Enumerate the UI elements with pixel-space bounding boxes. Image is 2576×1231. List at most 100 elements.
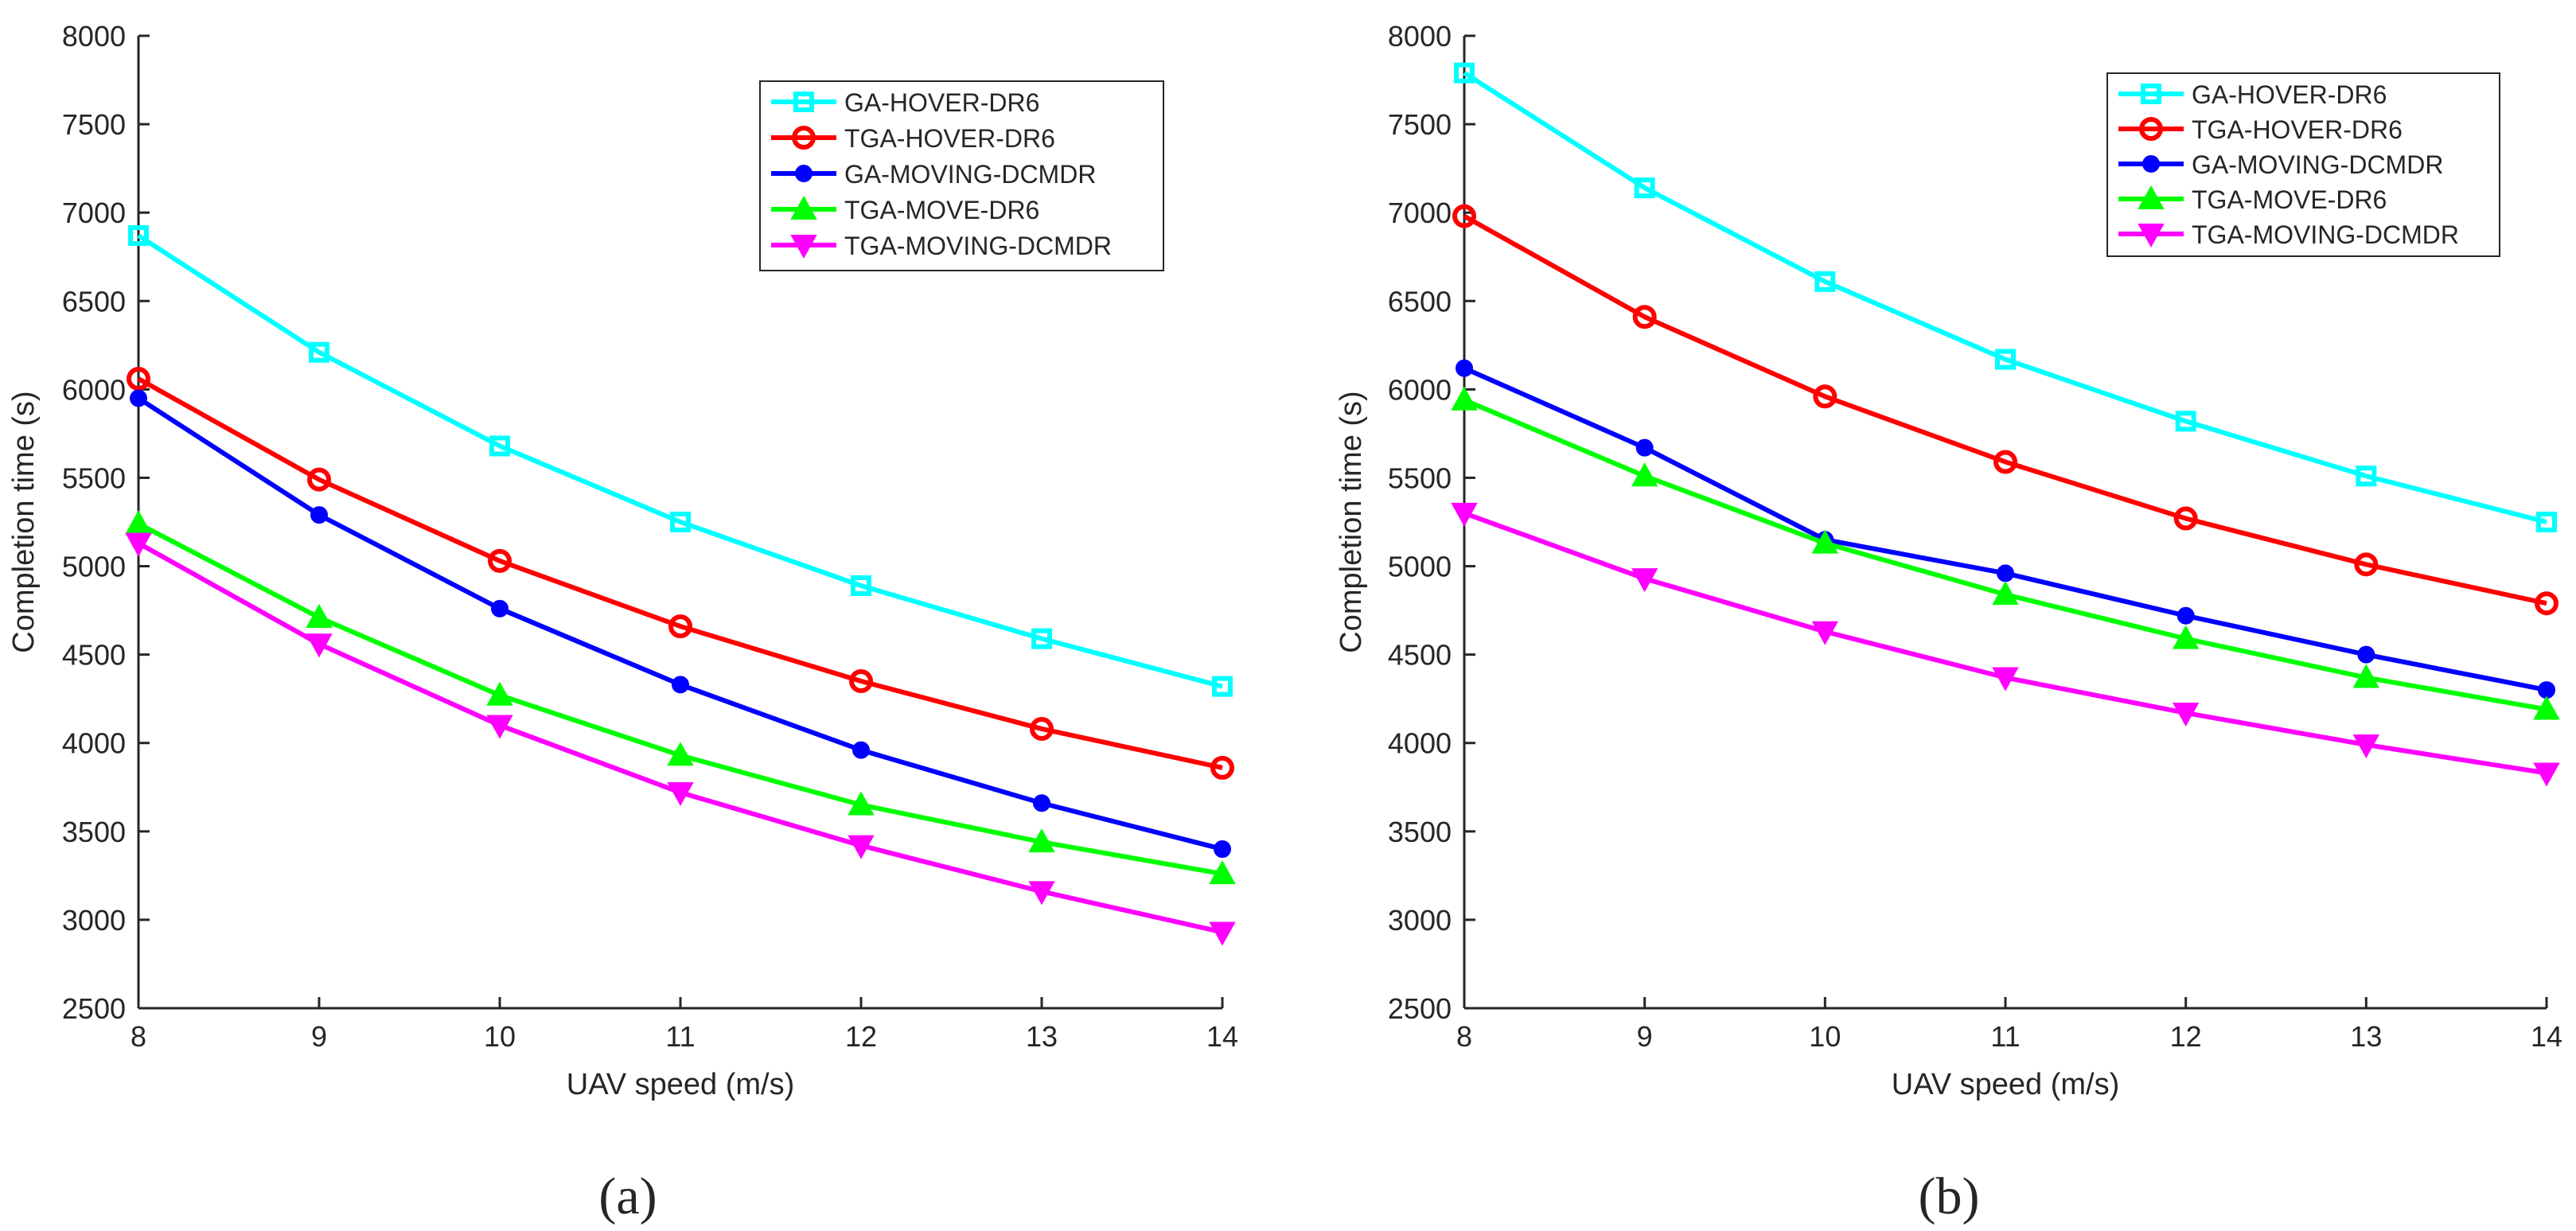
series-tga-move-dr6-point-2 [1811, 529, 1839, 554]
series-tga-hover-dr6-point-3 [668, 614, 692, 639]
series-ga-hover-dr6-point-6 [1212, 676, 1233, 697]
legend-entry-ga-moving-dcmdr-label: GA-MOVING-DCMDR [844, 160, 1096, 189]
series-ga-hover-dr6-point-4 [851, 575, 871, 596]
y-tick-label-4500: 4500 [1388, 639, 1452, 672]
legend-entry-tga-move-dr6: TGA-MOVE-DR6 [771, 195, 1039, 224]
series-tga-moving-dcmdr-point-2 [1811, 621, 1839, 645]
y-tick-label-2500: 2500 [1388, 992, 1452, 1025]
x-axis-label: UAV speed (m/s) [567, 1068, 794, 1101]
series-tga-moving-dcmdr-point-1 [306, 633, 333, 658]
series-tga-moving-dcmdr-line [1463, 511, 2547, 776]
y-tick-label-5000: 5000 [1388, 551, 1452, 583]
y-tick-label-4000: 4000 [62, 727, 126, 760]
legend-entry-tga-moving-dcmdr: TGA-MOVING-DCMDR [2118, 220, 2459, 249]
y-tick-label-6000: 6000 [1388, 373, 1452, 406]
y-tick-label-4000: 4000 [1388, 727, 1452, 760]
chart-panel-b: 2500 3000 3500 4000 4500 5000 5500 6000 6500 7000… [1335, 20, 2562, 1225]
legend-entry-tga-move-dr6-point-key [790, 195, 817, 220]
series-ga-moving-dcmdr-point-3 [672, 676, 689, 694]
series-tga-moving-dcmdr-point-2 [486, 715, 513, 739]
series-tga-moving-dcmdr [1451, 502, 2560, 787]
y-tick-label-6500: 6500 [1388, 285, 1452, 317]
legend-entry-ga-hover-dr6-point-key [793, 92, 814, 112]
legend-entry-ga-hover-dr6-point-key [2141, 84, 2161, 104]
series-tga-hover-dr6-point-1 [307, 467, 331, 492]
series-ga-moving-dcmdr-point-6 [2538, 681, 2555, 699]
series-tga-moving-dcmdr-point-0 [125, 532, 152, 557]
y-tick-label-7000: 7000 [62, 197, 126, 229]
series-ga-moving-dcmdr-point-0 [1456, 359, 1473, 377]
series-tga-move-dr6-point-6 [1209, 860, 1236, 885]
series-tga-hover-dr6-point-4 [2173, 506, 2198, 531]
series-tga-hover-dr6-point-1 [1632, 305, 1657, 329]
series-tga-hover-dr6-point-5 [2354, 552, 2379, 577]
series-ga-hover-dr6-point-3 [1995, 349, 2016, 370]
series-tga-move-dr6-point-0 [125, 510, 152, 535]
series-tga-moving-dcmdr-point-6 [2533, 762, 2560, 787]
x-axis-label: UAV speed (m/s) [1892, 1068, 2119, 1101]
series-tga-move-dr6-point-2 [486, 681, 513, 706]
x-tick-label-13: 13 [1026, 1020, 1058, 1053]
legend-entry-tga-hover-dr6-point-key [792, 126, 816, 150]
series-ga-moving-dcmdr [1456, 359, 2555, 699]
series-tga-move-dr6 [125, 510, 1236, 885]
legend-entry-tga-moving-dcmdr-label: TGA-MOVING-DCMDR [2192, 220, 2459, 249]
series-tga-moving-dcmdr-point-3 [667, 781, 694, 806]
x-tick-label-11: 11 [1990, 1020, 2020, 1053]
x-tick-label-12: 12 [845, 1020, 877, 1053]
legend-entry-tga-moving-dcmdr: TGA-MOVING-DCMDR [771, 232, 1112, 260]
series-tga-hover-dr6-line [137, 376, 1223, 770]
series-ga-moving-dcmdr-point-4 [852, 741, 870, 759]
y-tick-label-7000: 7000 [1388, 197, 1452, 229]
x-tick-label-9: 9 [1637, 1020, 1653, 1053]
y-tick-label-4500: 4500 [62, 639, 126, 672]
x-tick-label-12: 12 [2170, 1020, 2202, 1053]
y-tick-label-7500: 7500 [62, 108, 126, 141]
series-ga-hover-dr6 [128, 225, 1233, 697]
y-tick-label-7500: 7500 [1388, 108, 1452, 141]
series-tga-move-dr6-point-6 [2533, 695, 2560, 720]
y-tick-label-3000: 3000 [62, 904, 126, 937]
series-tga-move-dr6-point-0 [1451, 386, 1478, 411]
series-tga-moving-dcmdr-point-0 [1451, 502, 1478, 527]
series-tga-moving-dcmdr [125, 532, 1236, 946]
series-tga-move-dr6-line [1463, 397, 2547, 712]
legend-entry-tga-hover-dr6-label: TGA-HOVER-DR6 [844, 124, 1055, 153]
legend-entry-tga-moving-dcmdr-point-key [2138, 224, 2165, 248]
series-ga-moving-dcmdr-line [137, 395, 1223, 851]
series-tga-moving-dcmdr-point-6 [1209, 921, 1236, 946]
panel-label: (a) [598, 1167, 657, 1225]
series-tga-hover-dr6-point-6 [2535, 591, 2558, 616]
x-tick-label-9: 9 [311, 1020, 327, 1053]
series-ga-moving-dcmdr-point-2 [491, 599, 509, 617]
legend-entry-ga-hover-dr6: GA-HOVER-DR6 [2118, 80, 2387, 109]
series-tga-moving-dcmdr-point-3 [1992, 667, 2019, 691]
series-tga-hover-dr6 [1452, 204, 2558, 616]
legend-entry-tga-moving-dcmdr-point-key [790, 235, 817, 259]
series-ga-moving-dcmdr-point-1 [1635, 438, 1654, 457]
series-ga-hover-dr6-point-3 [670, 512, 691, 532]
series-tga-move-dr6-line [137, 521, 1223, 877]
legend-entry-ga-moving-dcmdr-point-key [2142, 155, 2160, 173]
y-tick-label-6500: 6500 [62, 285, 126, 317]
y-tick-label-8000: 8000 [1388, 20, 1452, 53]
series-tga-move-dr6 [1451, 386, 2560, 720]
series-tga-move-dr6-point-3 [667, 742, 694, 766]
series-tga-hover-dr6-line [1463, 214, 2547, 606]
series-tga-hover-dr6-point-6 [1210, 755, 1234, 780]
legend-entry-tga-hover-dr6: TGA-HOVER-DR6 [771, 124, 1055, 153]
series-tga-move-dr6-point-1 [1631, 462, 1658, 487]
series-ga-moving-dcmdr-point-5 [2357, 645, 2375, 664]
series-ga-hover-dr6-point-5 [2356, 466, 2377, 487]
legend-entry-ga-moving-dcmdr-label: GA-MOVING-DCMDR [2192, 150, 2443, 179]
series-tga-hover-dr6-point-3 [1993, 450, 2017, 474]
series-tga-hover-dr6-point-0 [1452, 204, 1476, 228]
x-tick-label-10: 10 [484, 1020, 516, 1053]
legend-entry-tga-move-dr6-point-key [2138, 185, 2165, 209]
series-tga-moving-dcmdr-point-1 [1631, 568, 1658, 593]
series-tga-moving-dcmdr-point-5 [1028, 881, 1055, 906]
legend-entry-tga-move-dr6: TGA-MOVE-DR6 [2118, 185, 2387, 214]
legend-entry-tga-move-dr6-label: TGA-MOVE-DR6 [844, 196, 1039, 224]
